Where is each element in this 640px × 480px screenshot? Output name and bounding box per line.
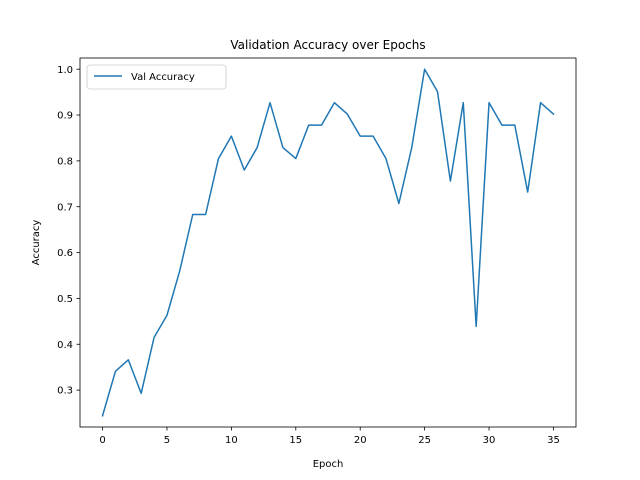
y-tick-label: 1.0 (57, 65, 73, 76)
x-tick-label: 30 (483, 435, 496, 446)
y-tick-label: 0.6 (57, 248, 73, 259)
plot-frame (79, 57, 577, 428)
x-tick-label: 0 (99, 435, 105, 446)
legend: Val Accuracy (86, 64, 227, 90)
y-axis-label: Accuracy (31, 220, 42, 266)
x-axis: 0 5 10 15 20 25 30 35 (99, 427, 560, 446)
x-tick-label: 5 (164, 435, 170, 446)
legend-label: Val Accuracy (131, 72, 195, 83)
y-tick-label: 0.9 (57, 111, 73, 122)
y-tick-label: 0.8 (57, 156, 73, 167)
chart-title: Validation Accuracy over Epochs (230, 38, 425, 52)
x-tick-label: 35 (547, 435, 560, 446)
y-tick-label: 0.4 (57, 340, 73, 351)
x-axis-label: Epoch (313, 459, 344, 470)
x-tick-label: 10 (225, 435, 238, 446)
x-tick-label: 25 (418, 435, 431, 446)
legend-box (86, 64, 227, 90)
y-tick-label: 0.7 (57, 202, 73, 213)
y-axis: 0.3 0.4 0.5 0.6 0.7 0.8 0.9 1.0 (57, 65, 80, 397)
plot-background (80, 58, 576, 427)
plot-area: 0 5 10 15 20 25 30 35 0.3 0.4 0.5 0.6 0.7 0.8 0.9 1.0 (57, 57, 577, 446)
series-line-val-accuracy (101, 68, 555, 417)
y-tick-label: 0.5 (57, 294, 73, 305)
y-tick-label: 0.3 (57, 386, 73, 397)
x-tick-label: 15 (289, 435, 302, 446)
x-tick-label: 20 (354, 435, 367, 446)
series-layer (101, 68, 555, 417)
